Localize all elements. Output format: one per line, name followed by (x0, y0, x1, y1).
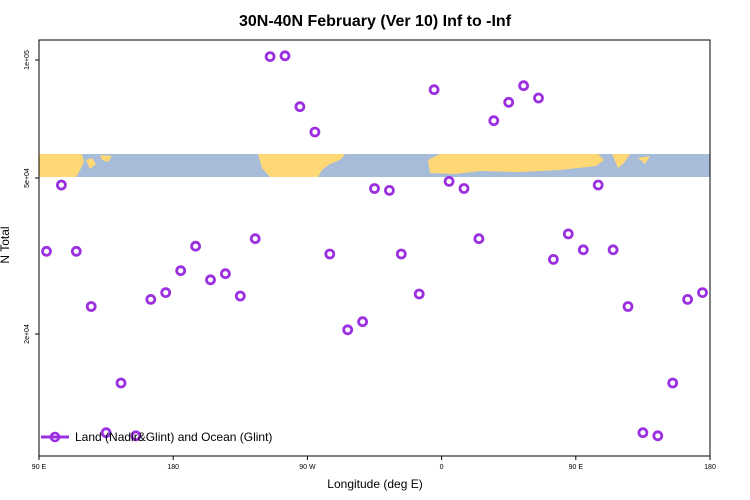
x-tick-label: 180 (167, 464, 179, 471)
legend-marker (49, 431, 61, 443)
data-point (264, 51, 276, 62)
data-point (41, 245, 52, 257)
map-strip (39, 154, 710, 177)
data-point (395, 248, 407, 260)
data-point (413, 288, 425, 300)
map-land-shape (39, 154, 84, 177)
data-point (577, 244, 589, 256)
data-point (518, 80, 529, 92)
data-point (115, 377, 127, 389)
data-point (637, 427, 649, 439)
data-point (503, 96, 515, 108)
data-point (458, 183, 470, 194)
data-point (56, 179, 67, 191)
data-point (160, 287, 172, 299)
data-point (100, 427, 112, 439)
x-tick-label: 180 (704, 464, 716, 471)
data-point (279, 50, 291, 62)
x-tick-label: 0 (440, 464, 444, 471)
data-point (175, 265, 187, 277)
data-point (324, 248, 336, 260)
x-axis-ticks: 90 E 180 90 W 0 90 E 180 (32, 456, 716, 471)
x-tick-label: 90 W (299, 464, 316, 471)
data-point (428, 84, 440, 96)
legend: Land (Nadir&Glint) and Ocean (Glint) (41, 430, 272, 444)
data-point (70, 245, 82, 257)
data-point (488, 115, 500, 127)
data-point (190, 240, 202, 252)
data-point (473, 233, 485, 245)
data-point (369, 183, 380, 194)
y-axis-label: N Total (0, 226, 12, 263)
data-point (697, 287, 708, 299)
data-point (205, 274, 216, 286)
data-point (249, 233, 261, 245)
data-point (383, 184, 395, 196)
data-point (309, 126, 321, 138)
data-point (234, 290, 246, 302)
data-point (622, 301, 634, 312)
map-land (39, 154, 650, 177)
data-point (342, 324, 354, 336)
plot-frame (38, 39, 711, 457)
data-point (294, 101, 306, 113)
x-tick-label: 90 E (569, 464, 584, 471)
data-point (443, 175, 455, 187)
map-land-shape (428, 154, 604, 174)
map-land-shape (638, 156, 650, 164)
data-point (548, 253, 559, 265)
data-point (562, 228, 574, 240)
chart-title: 30N-40N February (Ver 10) Inf to -Inf (239, 13, 512, 30)
x-axis-label: Longitude (deg E) (327, 477, 422, 491)
y-tick-label: 5e+04 (24, 168, 31, 188)
y-tick-label: 2e+04 (24, 324, 31, 344)
data-point (145, 293, 157, 305)
x-tick-label: 90 E (32, 464, 47, 471)
data-point (592, 179, 604, 191)
data-point (607, 244, 619, 256)
data-point (682, 293, 693, 305)
data-point (667, 377, 679, 389)
map-ocean (39, 154, 710, 177)
legend-entry: Land (Nadir&Glint) and Ocean (Glint) (75, 430, 272, 444)
y-axis-ticks: 2e+04 5e+04 1e+05 (24, 50, 39, 344)
map-land-shape (100, 155, 112, 162)
map-land-shape (86, 158, 96, 169)
data-point (652, 430, 664, 442)
data-point (533, 92, 544, 104)
map-land-shape (612, 154, 630, 168)
data-point (357, 316, 369, 328)
y-tick-label: 1e+05 (24, 50, 31, 70)
data-points (41, 50, 708, 442)
map-land-shape (258, 154, 345, 177)
data-point (219, 268, 231, 280)
data-point (130, 430, 142, 442)
data-point (85, 301, 97, 312)
